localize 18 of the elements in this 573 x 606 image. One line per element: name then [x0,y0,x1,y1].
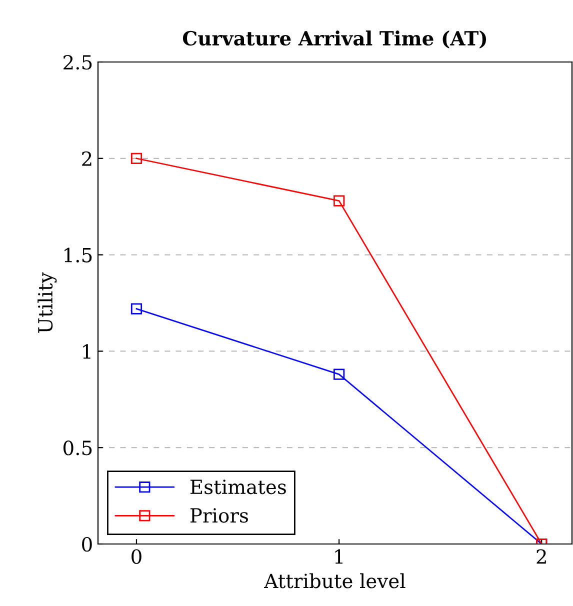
y-tick-label: 1 [83,344,90,359]
chart-title: Curvature Arrival Time (AT) [182,30,486,48]
y-tick-label: 1.5 [64,248,92,262]
y-tick-label: 0 [82,536,92,552]
y-tick-label: 2.5 [64,54,92,70]
x-tick-label: 1 [335,549,342,564]
legend-label: Estimates [190,480,286,494]
point [130,152,142,164]
point [333,195,345,206]
point [130,303,142,314]
y-tick-label: 2 [82,151,92,166]
legend-label: Priors [190,508,248,523]
y-axis-title: Utility [38,272,57,333]
point [333,368,345,380]
y-tick-label: 0.5 [64,440,92,456]
x-tick-label: 2 [536,549,546,564]
x-tick-label: 0 [132,549,142,564]
x-axis-title: Attribute level [264,573,406,588]
